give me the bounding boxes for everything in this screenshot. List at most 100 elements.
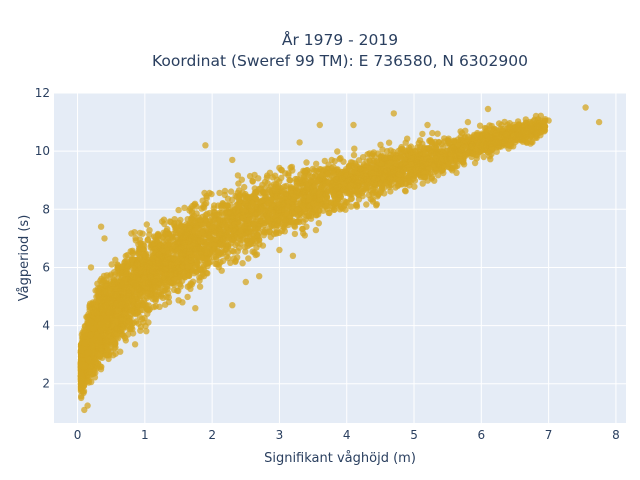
data-point <box>231 220 239 227</box>
data-point <box>295 185 302 192</box>
data-point <box>286 176 293 184</box>
data-point <box>324 187 331 194</box>
data-point <box>307 205 314 212</box>
data-point <box>341 183 348 190</box>
data-point <box>204 231 211 239</box>
data-point <box>311 207 319 214</box>
data-point <box>259 181 266 189</box>
data-point <box>277 192 284 200</box>
data-point <box>164 276 172 284</box>
data-point <box>128 256 136 264</box>
data-point <box>164 225 171 233</box>
data-point <box>381 190 388 197</box>
data-point <box>329 189 337 196</box>
data-point <box>149 295 156 303</box>
data-point <box>235 187 243 194</box>
data-point <box>273 230 280 237</box>
data-point <box>276 164 283 172</box>
data-point <box>419 180 426 187</box>
data-point <box>334 166 341 173</box>
data-point <box>368 152 375 160</box>
data-point <box>156 270 163 277</box>
data-point <box>401 147 408 154</box>
data-point <box>236 192 243 200</box>
data-point <box>197 254 205 261</box>
data-point <box>241 208 249 215</box>
data-point <box>315 220 322 227</box>
data-point <box>251 171 258 179</box>
data-point <box>459 130 466 137</box>
data-point <box>303 159 310 166</box>
data-point <box>186 225 193 232</box>
data-point <box>152 303 159 310</box>
data-point <box>149 249 156 256</box>
data-point <box>238 176 245 183</box>
data-point <box>429 129 436 137</box>
data-point <box>351 145 358 152</box>
data-point <box>160 216 168 223</box>
data-point <box>379 146 386 153</box>
data-point <box>114 261 121 268</box>
data-point <box>488 144 495 151</box>
data-point <box>179 299 186 306</box>
data-point <box>217 259 224 266</box>
data-point <box>312 226 320 234</box>
data-point <box>175 206 182 214</box>
data-point <box>166 272 173 279</box>
data-point <box>328 156 335 164</box>
data-point <box>337 154 344 162</box>
data-point <box>343 189 350 196</box>
data-point <box>313 160 320 167</box>
data-point <box>248 206 256 213</box>
data-point <box>519 138 527 145</box>
data-point <box>140 251 147 258</box>
data-point <box>321 157 328 165</box>
data-point <box>94 280 101 287</box>
data-point <box>267 233 274 241</box>
data-point <box>249 177 256 184</box>
data-point <box>211 216 218 223</box>
data-point <box>537 112 544 120</box>
data-point <box>310 200 317 208</box>
data-point <box>89 336 96 343</box>
data-point <box>537 132 544 139</box>
data-point <box>136 236 143 243</box>
data-point <box>303 186 310 193</box>
data-point <box>307 179 314 186</box>
data-point <box>242 199 249 206</box>
data-point <box>134 301 141 308</box>
data-point <box>387 188 394 195</box>
data-point <box>129 296 136 303</box>
data-point <box>432 138 439 146</box>
data-point <box>208 225 215 232</box>
data-point <box>264 200 272 207</box>
data-point <box>246 229 253 236</box>
data-point <box>162 301 169 308</box>
data-point <box>460 161 468 168</box>
data-point <box>187 280 194 287</box>
data-point <box>347 196 355 203</box>
data-point <box>347 162 354 169</box>
data-point <box>245 255 252 262</box>
data-point <box>227 188 235 195</box>
data-point <box>363 158 370 165</box>
data-point <box>215 264 222 271</box>
data-point <box>291 223 299 230</box>
data-point <box>223 245 230 253</box>
data-point <box>150 255 157 262</box>
data-point <box>285 198 292 206</box>
data-point <box>387 147 394 154</box>
data-point <box>124 331 132 338</box>
data-point <box>152 263 159 270</box>
data-point <box>341 202 348 209</box>
data-point <box>291 230 299 238</box>
data-point <box>109 321 116 329</box>
data-point <box>241 221 249 229</box>
data-point <box>241 183 248 191</box>
data-point <box>385 139 393 146</box>
data-point <box>260 228 267 235</box>
data-point <box>185 238 193 245</box>
data-point <box>334 148 341 155</box>
data-point <box>264 215 271 222</box>
